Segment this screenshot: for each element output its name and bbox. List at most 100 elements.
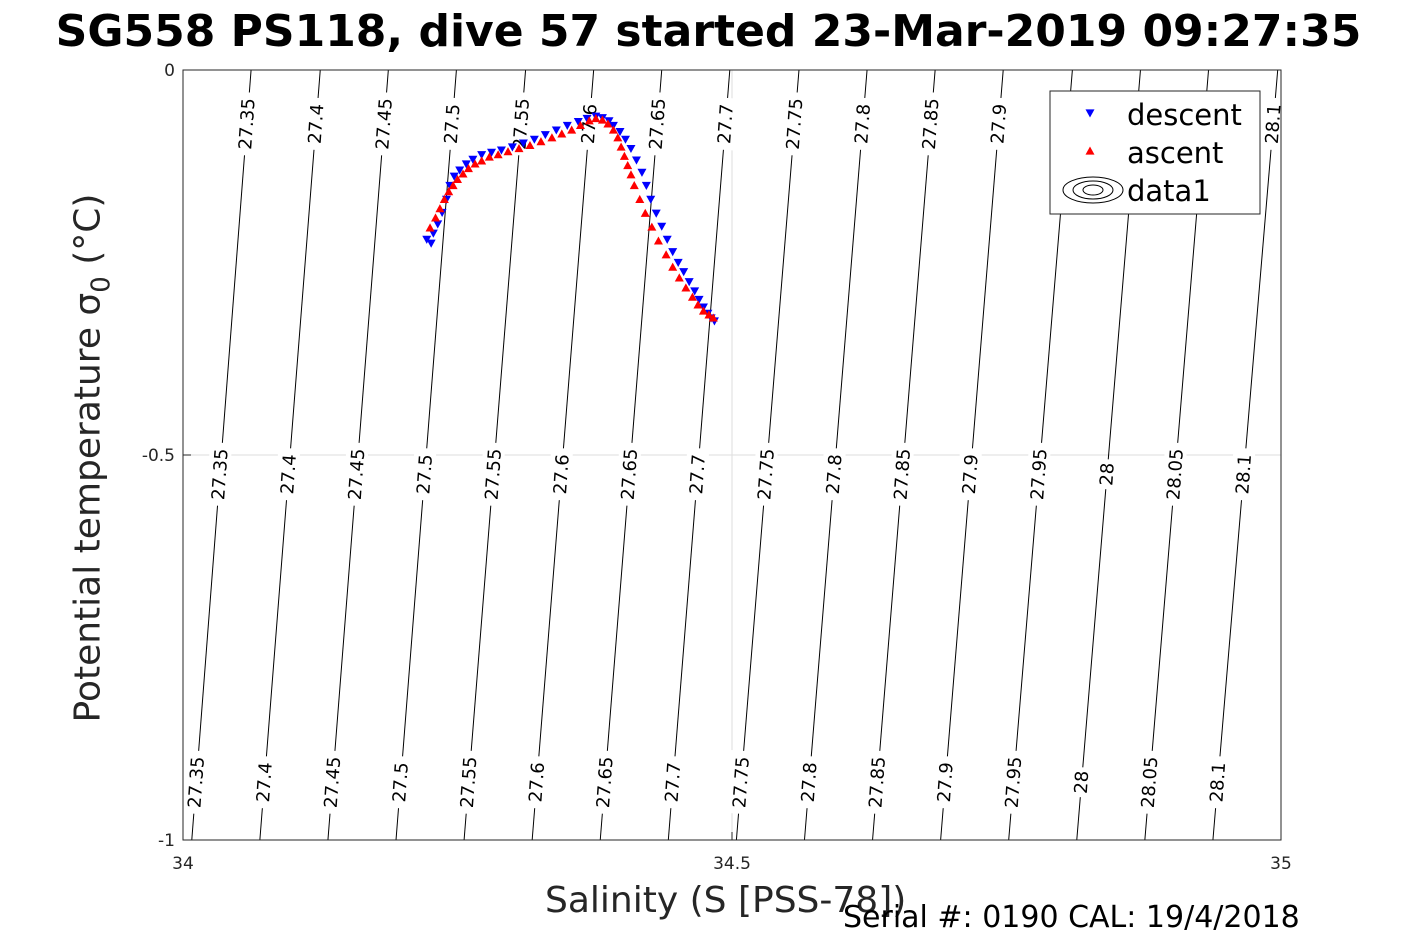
isopycnal-label: 28.05 xyxy=(1163,448,1188,501)
isopycnal-label-group: 27.5 xyxy=(410,447,437,501)
descent-point xyxy=(651,209,661,218)
isopycnal-label: 27.5 xyxy=(413,454,437,495)
isopycnal-label-gap xyxy=(302,97,328,151)
isopycnal-label-gap xyxy=(999,749,1026,815)
descent-point xyxy=(646,195,656,204)
y-axis-label: Potential temperature σ0 (°C) xyxy=(67,194,117,723)
descent-point xyxy=(615,128,625,137)
isopycnal-label: 27.7 xyxy=(686,454,710,495)
isopycnal-label-gap xyxy=(1068,766,1093,798)
isopycnal-label-gap xyxy=(1135,749,1162,815)
isopycnal-label: 27.8 xyxy=(851,103,875,144)
ascent-point xyxy=(584,116,594,125)
descent-point xyxy=(529,135,539,144)
x-tick-label: 35 xyxy=(1270,854,1292,874)
ascent-point xyxy=(477,156,487,165)
isopycnal-label-group: 27.9 xyxy=(931,755,958,809)
isopycnal-label-group: 27.85 xyxy=(863,749,890,815)
isopycnal-label-gap xyxy=(956,447,983,501)
isopycnal-label: 27.55 xyxy=(457,756,482,809)
isopycnal-label-group: 27.65 xyxy=(590,749,618,815)
isopycnal-label: 27.65 xyxy=(646,97,671,150)
ascent-point xyxy=(514,144,524,153)
isopycnal-label-group: 27.85 xyxy=(916,91,944,157)
isopycnal-label: 27.65 xyxy=(593,756,618,809)
isopycnal-label-gap xyxy=(438,97,464,151)
isopycnal-label-group: 27.5 xyxy=(438,97,465,151)
isopycnal-label-group: 27.45 xyxy=(369,91,397,157)
ascent-point xyxy=(704,310,714,319)
isopycnal-label-gap xyxy=(615,441,642,507)
isopycnal-label: 28 xyxy=(1071,770,1094,794)
descent-point xyxy=(433,220,443,229)
isopycnal-label: 27.9 xyxy=(934,762,958,803)
descent-point xyxy=(461,160,471,169)
isopycnal-label-group: 28 xyxy=(1094,458,1119,490)
descent-point xyxy=(694,295,704,304)
descent-point xyxy=(684,278,694,287)
descent-point xyxy=(426,239,436,248)
isopycnal-label: 27.35 xyxy=(184,756,209,809)
isopycnal-label: 27.5 xyxy=(389,762,413,803)
isopycnal-label-group: 27.95 xyxy=(1024,441,1052,507)
ascent-point xyxy=(681,283,691,292)
descent-point xyxy=(562,121,572,130)
isopycnal-label: 27.7 xyxy=(662,762,686,803)
descent-point xyxy=(487,148,497,157)
ascent-point xyxy=(444,187,454,196)
isopycnal-label-gap xyxy=(1024,441,1052,507)
descent-point xyxy=(641,181,651,190)
ascent-point xyxy=(484,152,494,161)
isopycnal-label: 27.45 xyxy=(372,97,397,150)
ascent-point xyxy=(448,181,458,190)
isopycnal-label-group: 28.05 xyxy=(1135,749,1162,815)
isopycnal-label-gap xyxy=(711,97,738,151)
y-axis-label-sigma: σ xyxy=(67,292,109,316)
isopycnal-label-gap xyxy=(318,749,345,815)
isopycnal-label-gap xyxy=(780,91,807,157)
isopycnal-label-gap xyxy=(848,97,875,151)
legend-label-data1: data1 xyxy=(1127,174,1211,208)
isopycnal-label-group: 28.05 xyxy=(1160,441,1188,507)
isopycnal-label-group: 27.85 xyxy=(888,441,915,507)
legend-contour-icon xyxy=(1072,180,1114,200)
isopycnal-label-gap xyxy=(479,441,506,507)
isopycnal-label-group: 27.9 xyxy=(956,447,983,501)
legend-label-descent: descent xyxy=(1127,98,1242,132)
descent-point xyxy=(507,143,517,152)
ascent-point xyxy=(668,262,678,271)
ascent-point xyxy=(493,150,503,159)
legend-contour-icon xyxy=(1062,176,1124,204)
isopycnal-label: 27.6 xyxy=(550,454,574,495)
isopycnal-label: 27.95 xyxy=(1027,448,1052,501)
y-axis-label-text: Potential temperature xyxy=(67,315,109,723)
isopycnal-label: 27.4 xyxy=(277,454,301,495)
ascent-point xyxy=(661,250,671,259)
isopycnal-label-group: 27.75 xyxy=(726,749,754,815)
legend-ascent-marker xyxy=(1085,146,1095,155)
isopycnal-label: 27.55 xyxy=(482,448,507,501)
isopycnal-label: 27.4 xyxy=(253,762,277,803)
isopycnal-label-gap xyxy=(547,447,574,501)
legend-descent-marker xyxy=(1085,109,1095,118)
isopycnal-label-gap xyxy=(454,749,481,815)
isopycnal-label-group: 27.75 xyxy=(751,441,779,507)
isopycnal-label: 27.9 xyxy=(987,103,1011,144)
y-tick-label: 0 xyxy=(164,61,175,81)
ascent-point xyxy=(458,169,468,178)
isopycnal-label-gap xyxy=(1203,755,1230,809)
isopycnal-label-group: 27.75 xyxy=(780,91,807,157)
isopycnal-label-gap xyxy=(751,441,779,507)
ascent-point xyxy=(635,194,645,203)
ascent-point xyxy=(619,151,629,160)
legend: descent ascent data1 xyxy=(1049,90,1261,215)
isopycnal-label: 27.85 xyxy=(865,756,890,809)
isopycnal-label-gap xyxy=(795,755,821,809)
ascent-point xyxy=(591,114,601,123)
x-axis-label: Salinity (S [PSS-78]) xyxy=(545,880,907,921)
ascent-point xyxy=(525,140,535,150)
isopycnal-label-group: 28.1 xyxy=(1203,755,1230,809)
serial-cal-footer: Serial #: 0190 CAL: 19/4/2018 xyxy=(843,900,1300,935)
isopycnal-label-group: 27.35 xyxy=(232,91,260,157)
